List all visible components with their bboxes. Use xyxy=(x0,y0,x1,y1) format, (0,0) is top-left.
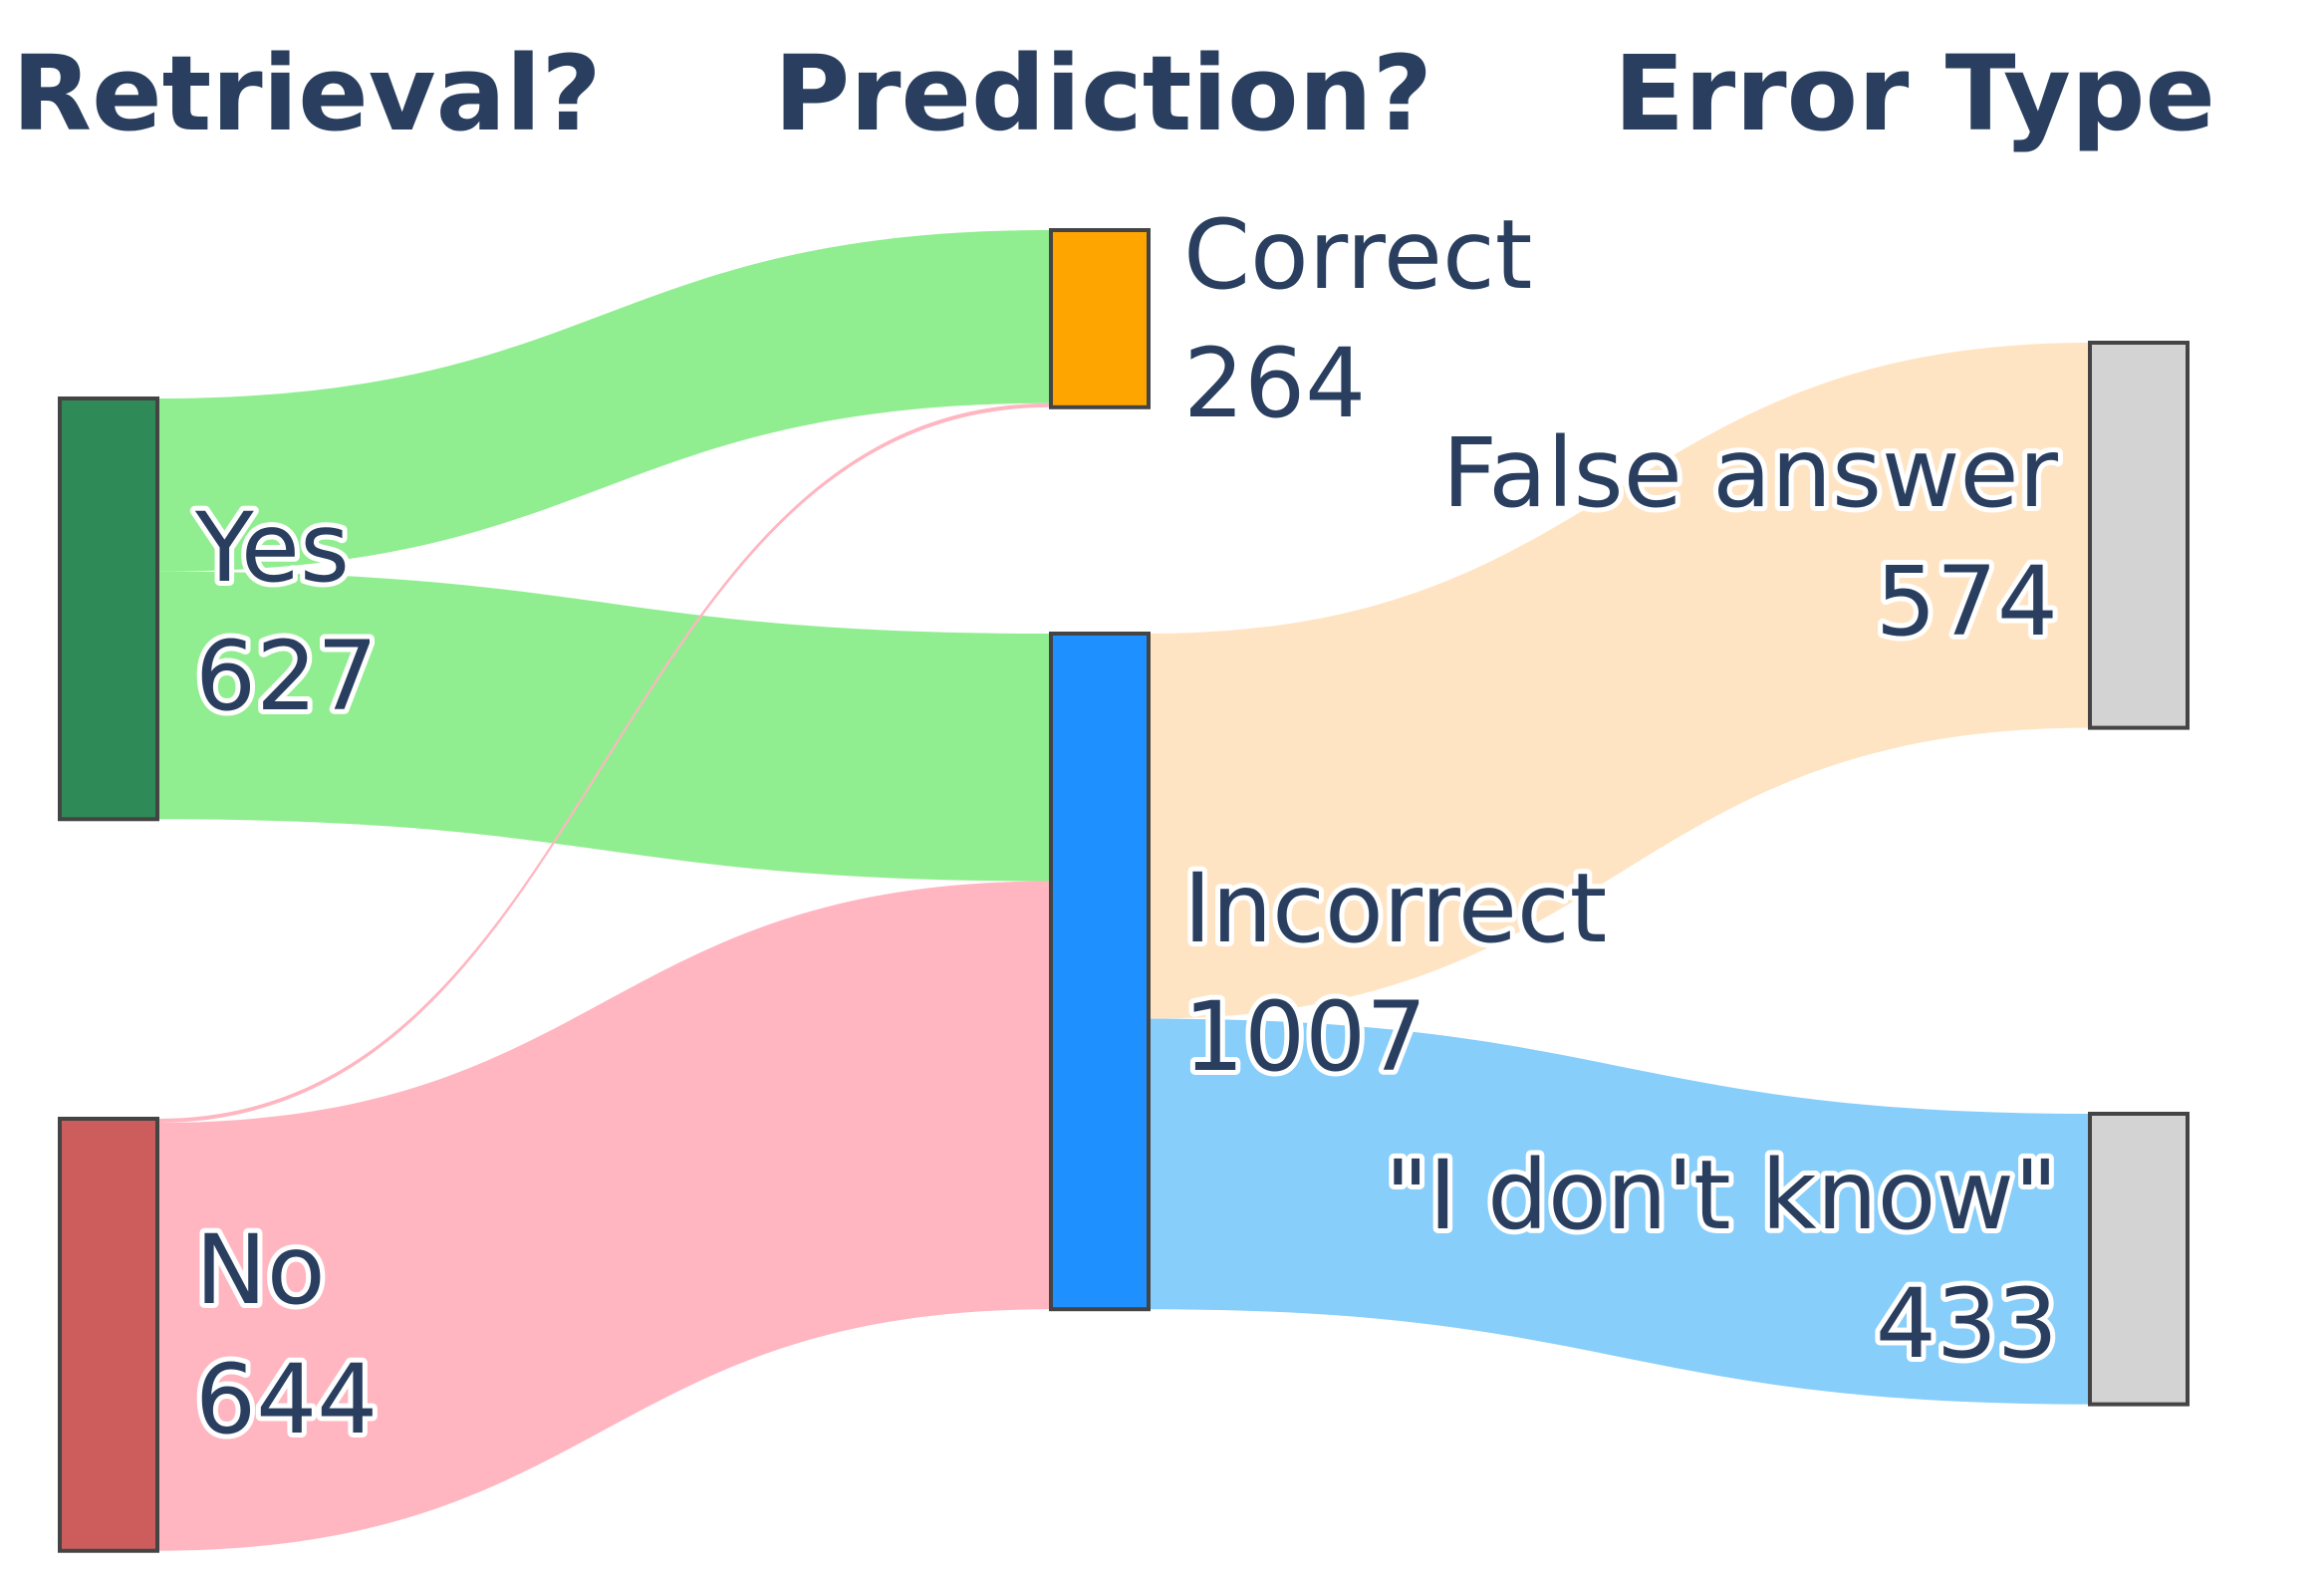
node-label-idk: "I don't know" xyxy=(1385,1140,2058,1251)
link-no-incorrect[interactable] xyxy=(157,881,1051,1551)
column-headers: Retrieval? Prediction? Error Type xyxy=(12,33,2215,154)
header-retrieval: Retrieval? xyxy=(12,33,602,154)
node-value-yes: 627 xyxy=(195,621,378,732)
node-label-incorrect: Incorrect xyxy=(1183,853,1607,964)
link-no-correct[interactable] xyxy=(157,402,1051,1124)
node-label-no: No xyxy=(195,1214,326,1326)
link-incorrect-idk[interactable] xyxy=(1149,1018,2090,1405)
link-yes-incorrect[interactable] xyxy=(157,571,1051,882)
node-label-false: False answer xyxy=(1442,417,2059,529)
node-value-false: 574 xyxy=(1876,546,2058,657)
node-value-incorrect: 1007 xyxy=(1183,981,1426,1093)
link-yes-correct[interactable] xyxy=(157,230,1051,572)
node-incorrect[interactable] xyxy=(1049,632,1151,1312)
node-false[interactable] xyxy=(2088,341,2190,730)
link-incorrect-false[interactable] xyxy=(1149,343,2090,1019)
node-idk[interactable] xyxy=(2088,1112,2190,1407)
header-prediction: Prediction? xyxy=(774,33,1432,154)
links-layer xyxy=(157,230,2090,1551)
node-correct[interactable] xyxy=(1049,228,1151,409)
header-error-type: Error Type xyxy=(1614,33,2215,154)
labels-layer: Yes 627 No 644 Correct 264 Incorrect 1007 False … xyxy=(189,194,2064,1460)
node-yes[interactable] xyxy=(58,396,159,822)
nodes-layer xyxy=(58,228,2190,1553)
node-value-no: 644 xyxy=(195,1344,378,1455)
node-no[interactable] xyxy=(58,1117,159,1553)
node-label-correct: Correct xyxy=(1183,199,1532,311)
node-label-yes: Yes xyxy=(194,492,350,604)
node-value-correct: 264 xyxy=(1183,328,1366,439)
node-value-idk: 433 xyxy=(1876,1268,2058,1380)
